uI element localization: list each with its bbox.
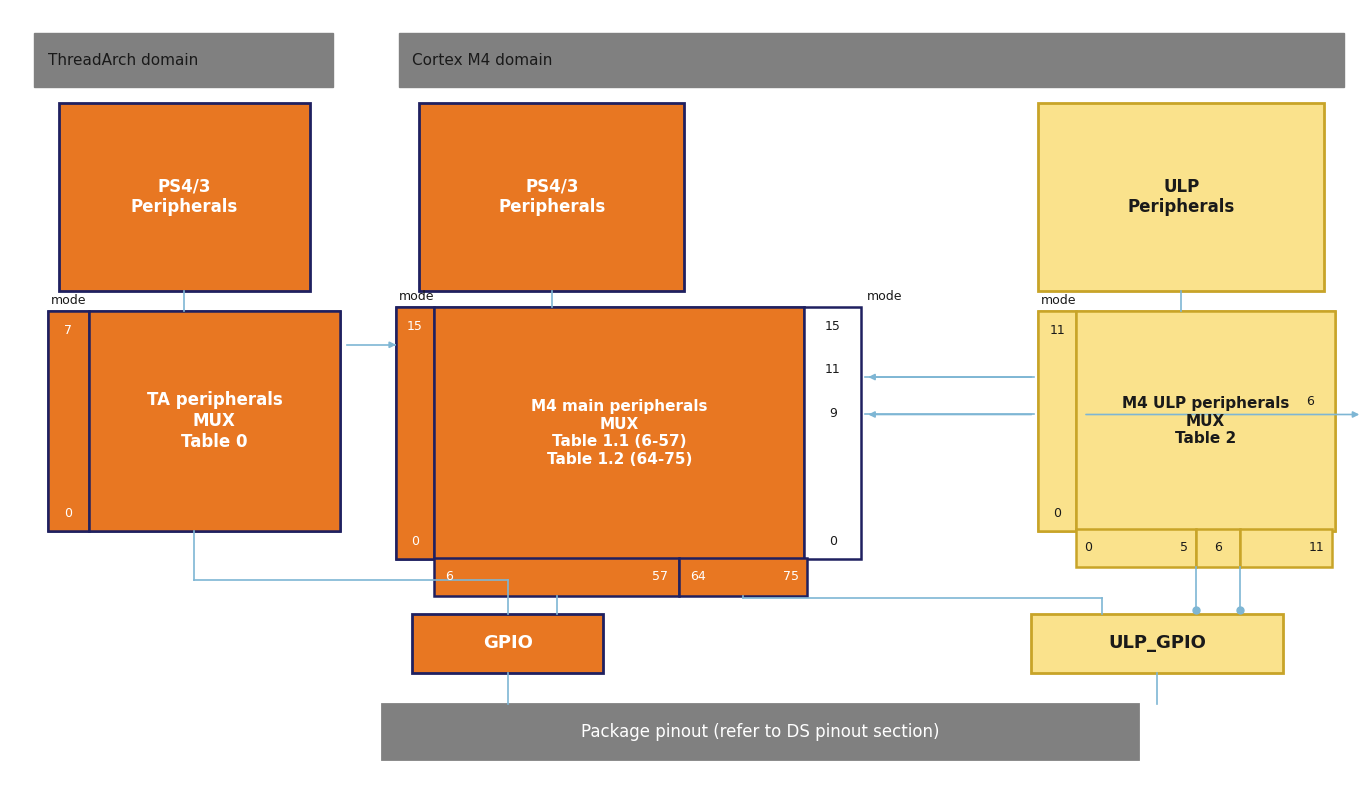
Text: ThreadArch domain: ThreadArch domain	[48, 52, 199, 68]
FancyBboxPatch shape	[48, 311, 341, 531]
Text: TA peripherals
MUX
Table 0: TA peripherals MUX Table 0	[146, 391, 282, 451]
Text: 11: 11	[1309, 541, 1324, 554]
Text: 15: 15	[407, 320, 423, 333]
Text: 6: 6	[1214, 541, 1221, 554]
FancyBboxPatch shape	[1076, 311, 1335, 531]
FancyBboxPatch shape	[434, 558, 679, 595]
Text: 57: 57	[652, 570, 668, 584]
Text: Package pinout (refer to DS pinout section): Package pinout (refer to DS pinout secti…	[580, 723, 939, 741]
Text: 11: 11	[826, 363, 841, 377]
Text: mode: mode	[1040, 294, 1076, 307]
FancyBboxPatch shape	[804, 307, 861, 559]
FancyBboxPatch shape	[1038, 311, 1076, 531]
FancyBboxPatch shape	[1076, 529, 1197, 567]
FancyBboxPatch shape	[48, 311, 89, 531]
Text: 75: 75	[783, 570, 798, 584]
Text: Cortex M4 domain: Cortex M4 domain	[412, 52, 553, 68]
Text: 64: 64	[690, 570, 705, 584]
FancyBboxPatch shape	[34, 33, 334, 87]
FancyBboxPatch shape	[382, 704, 1138, 759]
FancyBboxPatch shape	[396, 307, 804, 559]
Text: PS4/3
Peripherals: PS4/3 Peripherals	[131, 177, 238, 216]
Text: 0: 0	[64, 507, 73, 521]
FancyBboxPatch shape	[679, 558, 806, 595]
Text: mode: mode	[398, 290, 434, 304]
FancyBboxPatch shape	[59, 103, 311, 291]
Text: mode: mode	[867, 290, 902, 304]
Text: ULP
Peripherals: ULP Peripherals	[1128, 177, 1235, 216]
FancyBboxPatch shape	[1038, 311, 1335, 531]
FancyBboxPatch shape	[419, 103, 684, 291]
Text: 11: 11	[1050, 324, 1065, 337]
Text: ULP_GPIO: ULP_GPIO	[1109, 634, 1206, 653]
FancyBboxPatch shape	[434, 307, 804, 559]
Text: GPIO: GPIO	[483, 634, 533, 653]
Text: M4 ULP peripherals
MUX
Table 2: M4 ULP peripherals MUX Table 2	[1123, 396, 1290, 446]
FancyBboxPatch shape	[1240, 529, 1332, 567]
FancyBboxPatch shape	[396, 307, 434, 559]
FancyBboxPatch shape	[1038, 103, 1324, 291]
Text: 0: 0	[828, 535, 836, 548]
Text: 0: 0	[1053, 507, 1061, 521]
FancyBboxPatch shape	[1197, 529, 1240, 567]
FancyBboxPatch shape	[1031, 614, 1283, 673]
Text: 0: 0	[1084, 541, 1092, 554]
Text: 6: 6	[445, 570, 453, 584]
FancyBboxPatch shape	[412, 614, 602, 673]
FancyBboxPatch shape	[398, 33, 1344, 87]
Text: 15: 15	[826, 320, 841, 333]
Text: 5: 5	[1180, 541, 1188, 554]
Text: 9: 9	[828, 407, 836, 420]
Text: 6: 6	[1306, 395, 1314, 408]
FancyBboxPatch shape	[89, 311, 341, 531]
Text: 7: 7	[64, 324, 73, 337]
Text: mode: mode	[51, 294, 86, 307]
Text: 0: 0	[411, 535, 419, 548]
Text: PS4/3
Peripherals: PS4/3 Peripherals	[498, 177, 605, 216]
Text: M4 main peripherals
MUX
Table 1.1 (6-57)
Table 1.2 (64-75): M4 main peripherals MUX Table 1.1 (6-57)…	[531, 399, 708, 467]
